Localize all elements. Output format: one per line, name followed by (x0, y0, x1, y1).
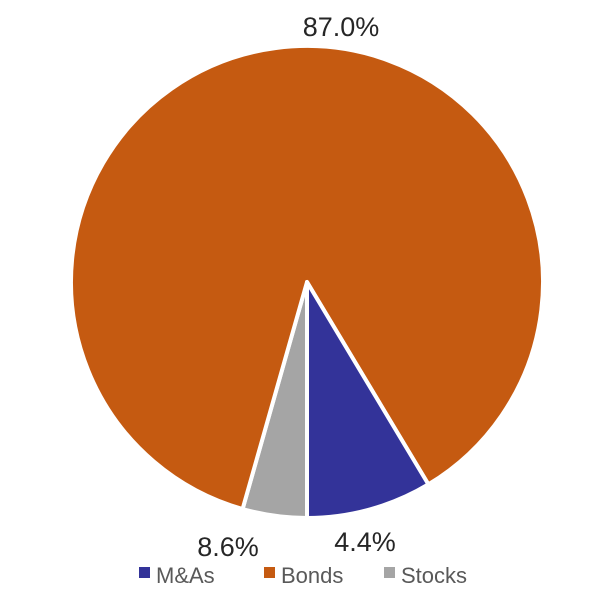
legend-swatch-ma (139, 567, 150, 578)
data-label-stocks: 4.4% (334, 527, 396, 557)
legend-swatch-bonds (264, 567, 275, 578)
legend-label-stocks: Stocks (401, 563, 467, 588)
legend-swatch-stocks (384, 567, 395, 578)
data-labels: 8.6% 87.0% 4.4% (197, 12, 396, 562)
legend: M&As Bonds Stocks (139, 563, 467, 588)
legend-label-bonds: Bonds (281, 563, 343, 588)
data-label-ma: 8.6% (197, 532, 259, 562)
legend-label-ma: M&As (156, 563, 215, 588)
slice-bonds (69, 44, 545, 512)
pie-slices (69, 44, 545, 520)
data-label-bonds: 87.0% (303, 12, 380, 42)
slice-ma (305, 280, 431, 520)
